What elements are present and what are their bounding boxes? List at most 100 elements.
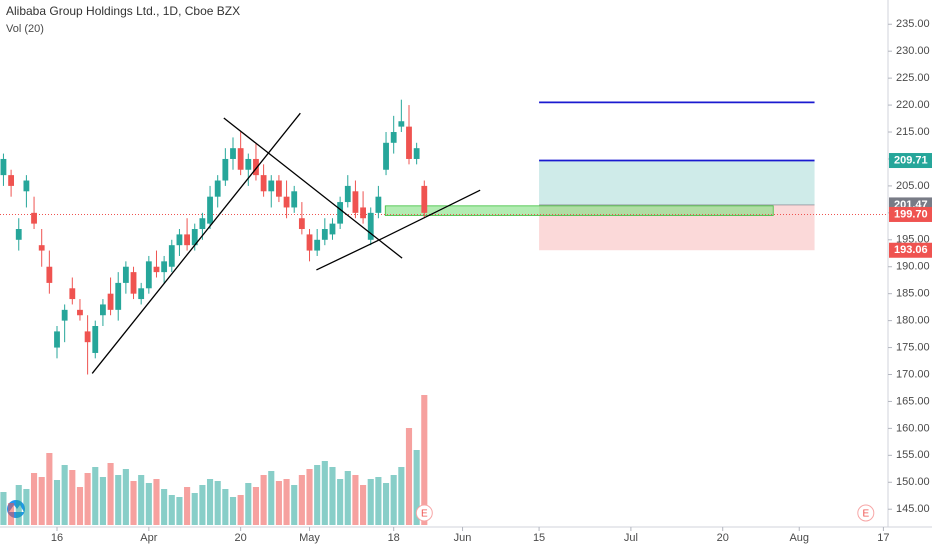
candle-body xyxy=(54,331,60,348)
candle-body xyxy=(130,272,137,294)
candle-body xyxy=(214,180,221,197)
volume-bar xyxy=(153,479,160,525)
trend-line xyxy=(316,239,379,271)
y-tick-label: 185.00 xyxy=(896,288,930,300)
volume-bar xyxy=(229,497,237,525)
volume-label: Vol (20) xyxy=(6,23,44,35)
volume-bar xyxy=(252,487,260,525)
volume-bar xyxy=(367,479,374,525)
y-tick-label: 145.00 xyxy=(896,503,930,515)
volume-bar xyxy=(107,463,114,525)
chart-title: Alibaba Group Holdings Ltd., 1D, Cboe BZ… xyxy=(6,4,240,18)
x-tick-label: May xyxy=(299,532,320,544)
volume-bar xyxy=(360,485,367,525)
candle-body xyxy=(222,158,229,181)
candle-body xyxy=(168,245,175,267)
candle-body xyxy=(161,261,168,273)
x-tick-label: 20 xyxy=(717,532,729,544)
x-tick-label: Jul xyxy=(624,532,638,544)
volume-bar xyxy=(421,395,428,525)
volume-bar xyxy=(184,487,191,525)
highlight-zone xyxy=(384,205,774,216)
candle-body xyxy=(413,148,420,159)
volume-bar xyxy=(314,465,321,525)
candle-body xyxy=(268,180,275,192)
candle-body xyxy=(138,288,145,300)
earnings-label: E xyxy=(862,509,869,520)
candle-body xyxy=(383,142,389,170)
y-tick-label: 155.00 xyxy=(896,449,930,461)
candle-body xyxy=(253,158,259,176)
volume-bar xyxy=(23,489,30,525)
candle-body xyxy=(421,185,428,213)
y-tick-label: 170.00 xyxy=(896,368,930,380)
candle-body xyxy=(344,185,351,203)
volume-bar xyxy=(145,483,152,525)
candle-body xyxy=(314,239,321,251)
volume-bar xyxy=(352,475,359,525)
x-tick-label: 20 xyxy=(235,532,247,544)
candle-body xyxy=(0,158,7,176)
volume-bar xyxy=(161,489,168,525)
y-tick-label: 190.00 xyxy=(896,261,930,273)
candle-body xyxy=(245,158,252,170)
x-tick-label: Jun xyxy=(454,532,472,544)
candle-body xyxy=(406,126,412,159)
y-tick-label: 175.00 xyxy=(896,341,930,353)
candle-body xyxy=(360,207,366,219)
earnings-marker xyxy=(857,504,875,522)
candle-body xyxy=(107,293,114,310)
candle-body xyxy=(375,196,382,213)
candle-body xyxy=(352,191,359,213)
candle-body xyxy=(115,282,122,310)
candle-body xyxy=(15,229,22,240)
volume-bar xyxy=(30,473,38,525)
volume-bar xyxy=(130,481,137,525)
y-tick-label: 225.00 xyxy=(896,72,930,84)
x-tick-label: 17 xyxy=(877,532,889,544)
price-tag-label: 209.71 xyxy=(894,154,928,166)
volume-bar xyxy=(260,475,267,525)
volume-bar xyxy=(337,479,344,525)
candle-body xyxy=(122,266,129,283)
volume-bar xyxy=(206,479,214,525)
volume-bar xyxy=(0,492,7,525)
volume-bar xyxy=(344,471,351,525)
volume-bar xyxy=(53,480,61,525)
volume-bar xyxy=(321,461,328,525)
volume-bar xyxy=(84,473,91,525)
volume-bar xyxy=(375,477,382,525)
candle-body xyxy=(321,229,328,240)
candle-body xyxy=(46,266,53,283)
volume-bar xyxy=(92,467,99,525)
volume-bar xyxy=(222,489,229,525)
volume-bar xyxy=(275,481,282,525)
candle-body xyxy=(153,266,160,273)
x-tick-label: Aug xyxy=(789,532,809,544)
volume-bar xyxy=(199,485,206,525)
y-tick-label: 150.00 xyxy=(896,476,930,488)
candle-body xyxy=(69,288,76,300)
volume-bar xyxy=(61,465,68,525)
candle-body xyxy=(84,331,91,343)
candle-body xyxy=(329,223,336,235)
volume-bar xyxy=(38,477,45,525)
candle-body xyxy=(176,234,183,246)
volume-bar xyxy=(8,503,15,525)
candle-body xyxy=(337,202,344,224)
volume-bar xyxy=(76,487,84,525)
y-tick-label: 215.00 xyxy=(896,126,930,138)
candle-body xyxy=(184,234,190,246)
volume-bar xyxy=(237,495,244,525)
candle-body xyxy=(291,191,298,208)
x-tick-label: 16 xyxy=(51,532,63,544)
price-tag xyxy=(889,242,932,258)
candle-body xyxy=(398,121,405,127)
volume-bar xyxy=(214,481,221,525)
price-tag-label: 199.70 xyxy=(894,208,928,220)
y-tick-label: 230.00 xyxy=(896,45,930,57)
volume-bar xyxy=(398,467,405,525)
price-tag xyxy=(889,153,932,169)
